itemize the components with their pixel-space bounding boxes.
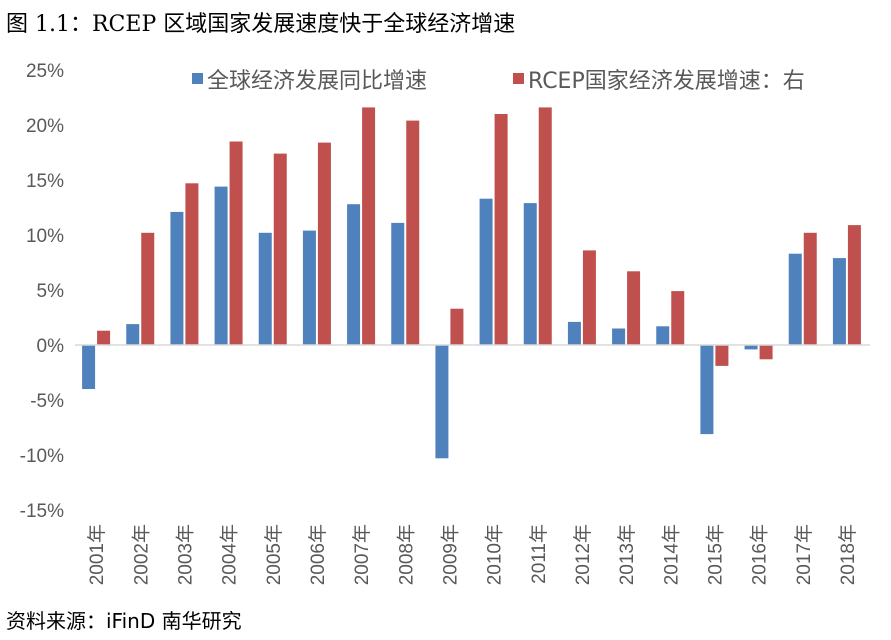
- bar-global: [214, 186, 228, 345]
- bar-global: [126, 324, 140, 345]
- x-tick-label: 2017年: [793, 524, 815, 585]
- bar-global: [479, 198, 493, 345]
- x-tick-label: 2016年: [749, 524, 771, 585]
- bar-global: [170, 211, 184, 345]
- bar-rcep: [97, 330, 111, 345]
- y-tick-label: -5%: [30, 391, 64, 412]
- y-tick-label: 25%: [26, 61, 64, 82]
- bar-global: [435, 345, 449, 459]
- x-tick-label: 2008年: [395, 524, 417, 585]
- bar-global: [700, 345, 714, 435]
- x-tick-label: 2009年: [439, 524, 461, 585]
- bar-rcep: [141, 232, 155, 345]
- x-tick-label: 2003年: [174, 524, 196, 585]
- bar-global: [612, 328, 626, 345]
- bar-rcep: [450, 308, 464, 345]
- bar-global: [523, 203, 537, 345]
- bar-global: [567, 321, 581, 345]
- bar-rcep: [538, 107, 552, 346]
- y-axis-tick-labels: 25% 20% 15% 10% 5% 0% -5% -10% -15%: [20, 61, 64, 522]
- legend-label: 全球经济发展同比增速: [207, 69, 427, 94]
- bar-global: [788, 253, 802, 345]
- bar-rcep: [185, 183, 199, 345]
- bar-rcep: [362, 107, 376, 346]
- bar-rcep: [847, 225, 861, 345]
- bar-rcep: [803, 232, 817, 345]
- bar-global: [258, 232, 272, 345]
- x-tick-label: 2013年: [616, 524, 638, 585]
- bar-rcep: [671, 291, 685, 345]
- x-tick-label: 2012年: [572, 524, 594, 585]
- x-tick-label: 2006年: [307, 524, 329, 585]
- legend-swatch: [192, 73, 203, 84]
- bar-global: [744, 345, 758, 350]
- bar-global: [832, 258, 846, 345]
- bar-series: [82, 107, 861, 459]
- y-tick-label: 5%: [37, 281, 65, 302]
- bar-rcep: [715, 345, 729, 366]
- x-tick-label: 2007年: [351, 524, 373, 585]
- y-tick-label: 10%: [26, 226, 64, 247]
- x-axis-tick-labels: 2001年 2002年 2003年 2004年 2005年 2006年 2007年 2008年…: [86, 524, 859, 585]
- bar-rcep: [582, 250, 596, 345]
- bar-rcep: [627, 271, 641, 345]
- bar-rcep: [317, 142, 331, 345]
- bar-global: [656, 326, 670, 345]
- x-tick-label: 2018年: [837, 524, 859, 585]
- x-tick-label: 2005年: [263, 524, 285, 585]
- bar-global: [302, 230, 316, 345]
- bar-global: [82, 345, 96, 389]
- bar-global: [347, 204, 361, 345]
- x-tick-label: 2004年: [219, 524, 241, 585]
- bar-rcep: [494, 114, 508, 345]
- bar-global: [391, 222, 405, 345]
- bar-rcep: [229, 141, 243, 345]
- y-tick-label: 0%: [37, 336, 65, 357]
- bar-rcep: [406, 120, 420, 345]
- bar-rcep: [273, 153, 287, 345]
- source-note: 资料来源：iFinD 南华研究: [6, 609, 242, 633]
- x-tick-label: 2010年: [484, 524, 506, 585]
- bar-rcep: [759, 345, 773, 360]
- legend-swatch: [513, 73, 524, 84]
- y-tick-label: 15%: [26, 171, 64, 192]
- y-tick-label: -15%: [20, 501, 64, 522]
- x-tick-label: 2001年: [86, 524, 108, 585]
- x-tick-label: 2002年: [130, 524, 152, 585]
- legend-label: RCEP国家经济发展增速：右: [528, 69, 805, 94]
- legend: 全球经济发展同比增速 RCEP国家经济发展增速：右: [192, 69, 805, 94]
- x-tick-label: 2011年: [528, 524, 550, 584]
- chart-title: 图 1.1：RCEP 区域国家发展速度快于全球经济增速: [6, 12, 516, 37]
- x-tick-label: 2014年: [660, 524, 682, 585]
- x-tick-label: 2015年: [704, 524, 726, 585]
- y-tick-label: 20%: [26, 116, 64, 137]
- y-tick-label: -10%: [20, 446, 64, 467]
